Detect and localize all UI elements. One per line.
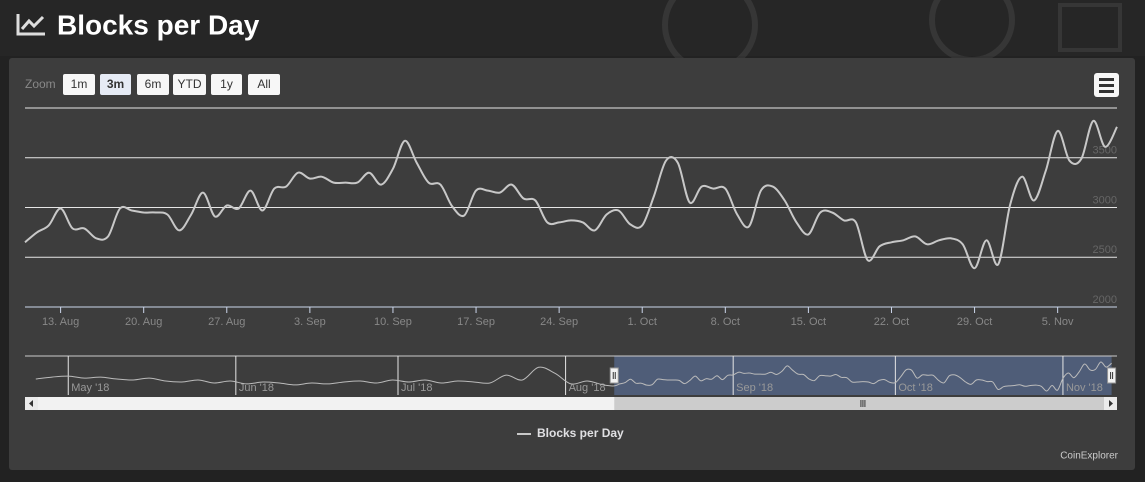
navigator-tick-label: Oct '18 [898, 382, 933, 394]
navigator-tick-label: Sep '18 [736, 382, 773, 394]
handle-body [609, 367, 619, 384]
chart-panel [9, 58, 1135, 470]
x-tick-label: 20. Aug [125, 316, 162, 328]
credits: CoinExplorer [1060, 451, 1118, 462]
menu-button[interactable] [1094, 73, 1119, 97]
x-tick-label: 3. Sep [294, 316, 326, 328]
x-tick-label: 5. Nov [1042, 316, 1074, 328]
zoom-button-bg [248, 74, 280, 95]
zoom-button-bg [63, 74, 95, 95]
zoom-button-label: YTD [178, 77, 202, 91]
navigator-handle[interactable] [609, 367, 619, 384]
title-icon [16, 14, 45, 36]
x-tick-label: 17. Sep [457, 316, 495, 328]
navigator-tick-label: Nov '18 [1066, 382, 1103, 394]
zoom-label: Zoom [25, 77, 56, 91]
x-tick-label: 15. Oct [791, 316, 826, 328]
zoom-button[interactable]: 6m [137, 74, 169, 95]
x-tick-label: 22. Oct [874, 316, 909, 328]
zoom-button-bg [100, 74, 131, 95]
x-tick-label: 13. Aug [42, 316, 79, 328]
y-tick-label: 3500 [1093, 145, 1117, 157]
arrow [1109, 400, 1113, 407]
x-tick-label: 1. Oct [628, 316, 657, 328]
scrollbar-right-arrow[interactable] [1104, 397, 1117, 410]
navigator-selection [614, 356, 1112, 395]
navigator-line [35, 361, 1112, 392]
scrollbar-left-arrow[interactable] [25, 397, 38, 410]
navigator-tick-label: Jul '18 [401, 382, 432, 394]
x-tick-label: 24. Sep [540, 316, 578, 328]
navigator-tick-label: May '18 [71, 382, 109, 394]
zoom-button-label: 1m [71, 77, 88, 91]
scrollbar-thumb[interactable] [614, 397, 1112, 410]
handle-body [1107, 367, 1117, 384]
series-line [24, 119, 1118, 270]
navigator-tick-label: Aug '18 [569, 382, 606, 394]
zoom-button-label: 3m [107, 77, 124, 91]
arrow [29, 400, 33, 407]
x-tick-label: 8. Oct [711, 316, 740, 328]
zoom-button[interactable]: 1m [63, 74, 95, 95]
zoom-button-label: 1y [220, 77, 233, 91]
y-tick-label: 2500 [1093, 244, 1117, 256]
header-bar [0, 0, 1145, 56]
zoom-button[interactable]: YTD [173, 74, 206, 95]
zoom-button-label: All [257, 77, 270, 91]
legend-item[interactable]: Blocks per Day [517, 426, 624, 440]
navigator-handle[interactable] [1107, 367, 1117, 384]
zoom-button-bg [137, 74, 169, 95]
page-title: Blocks per Day [57, 9, 260, 40]
y-tick-label: 2000 [1093, 294, 1117, 306]
zoom-button[interactable]: All [248, 74, 280, 95]
zoom-button[interactable]: 1y [211, 74, 242, 95]
zoom-button-bg [211, 74, 242, 95]
legend-label: Blocks per Day [537, 426, 624, 440]
x-tick-label: 27. Aug [208, 316, 245, 328]
zoom-button-bg [173, 74, 206, 95]
x-tick-label: 10. Sep [374, 316, 412, 328]
zoom-button[interactable]: 3m [100, 74, 131, 95]
x-tick-label: 29. Oct [957, 316, 992, 328]
zoom-button-label: 6m [145, 77, 162, 91]
navigator-tick-label: Jun '18 [239, 382, 274, 394]
y-tick-label: 3000 [1093, 194, 1117, 206]
